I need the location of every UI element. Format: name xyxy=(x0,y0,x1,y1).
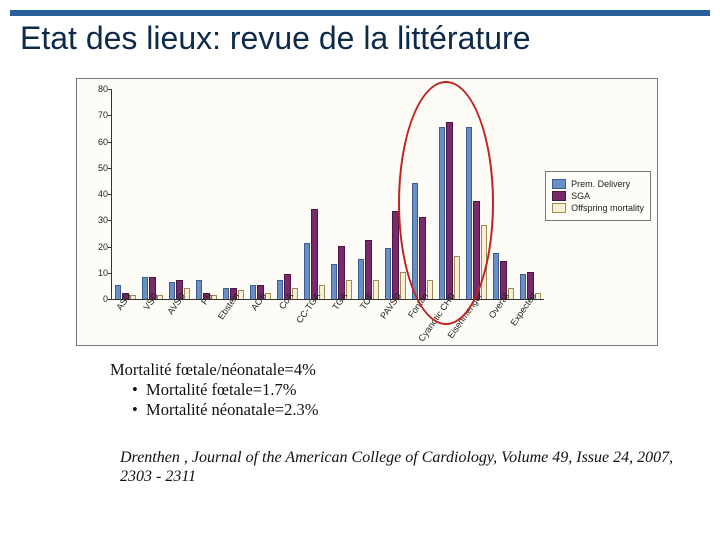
slide: Etat des lieux: revue de la littérature … xyxy=(0,0,720,540)
xtick-label: TGA xyxy=(327,291,354,339)
xtick-label: Expected xyxy=(516,291,543,339)
legend-swatch-icon xyxy=(552,203,566,213)
ytick-label: 70 xyxy=(90,110,108,120)
title-rule xyxy=(10,10,710,16)
bullet-sub-1: • Mortalité fœtale=1.7% xyxy=(132,380,318,400)
xtick-label: ASD xyxy=(111,291,138,339)
legend-swatch-icon xyxy=(552,191,566,201)
chart-frame: 0 10 20 30 40 50 60 70 80 ASDVSDAVSDPSEbsteinAOS… xyxy=(76,78,658,346)
legend-label: Offspring mortality xyxy=(571,203,644,213)
legend-item-offspring-mortality: Offspring mortality xyxy=(552,203,644,213)
xtick-label: TOF xyxy=(354,291,381,339)
citation: Drenthen , Journal of the American Colle… xyxy=(120,448,680,486)
chart-legend: Prem. Delivery SGA Offspring mortality xyxy=(545,171,651,221)
bullet-list: Mortalité fœtale/néonatale=4% • Mortalit… xyxy=(110,360,318,420)
legend-item-prem-delivery: Prem. Delivery xyxy=(552,179,644,189)
bullet-main: Mortalité fœtale/néonatale=4% xyxy=(110,360,318,380)
bullet-sub-2: • Mortalité néonatale=2.3% xyxy=(132,400,318,420)
chart-group xyxy=(301,209,328,299)
ytick-label: 60 xyxy=(90,137,108,147)
xtick-label: VSD xyxy=(138,291,165,339)
chart-x-labels: ASDVSDAVSDPSEbsteinAOSCoACC-TGATGATOFPAV… xyxy=(111,291,543,339)
xtick-label: Ebstein xyxy=(219,291,246,339)
xtick-label: AOS xyxy=(246,291,273,339)
chart-bar xyxy=(311,209,318,299)
legend-label: Prem. Delivery xyxy=(571,179,630,189)
legend-item-sga: SGA xyxy=(552,191,644,201)
ytick-label: 50 xyxy=(90,163,108,173)
bullet-sub-label: Mortalité fœtale=1.7% xyxy=(146,380,296,399)
bullet-sub-label: Mortalité néonatale=2.3% xyxy=(146,400,318,419)
xtick-label: CC-TGA xyxy=(300,291,327,339)
highlight-ellipse xyxy=(398,81,494,325)
ytick-label: 20 xyxy=(90,242,108,252)
ytick-label: 0 xyxy=(90,294,108,304)
xtick-label: AVSD xyxy=(165,291,192,339)
ytick-label: 30 xyxy=(90,215,108,225)
legend-label: SGA xyxy=(571,191,590,201)
ytick-label: 80 xyxy=(90,84,108,94)
xtick-label: PAVSD xyxy=(381,291,408,339)
slide-title: Etat des lieux: revue de la littérature xyxy=(20,20,531,57)
ytick-label: 40 xyxy=(90,189,108,199)
legend-swatch-icon xyxy=(552,179,566,189)
ytick-label: 10 xyxy=(90,268,108,278)
